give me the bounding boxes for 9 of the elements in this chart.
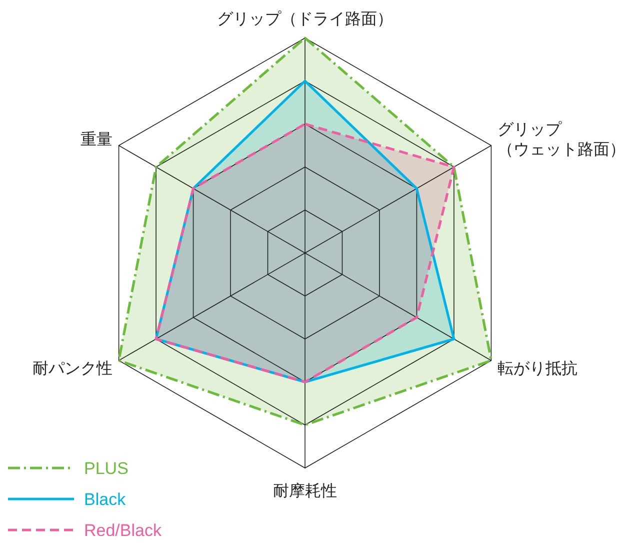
spoke-label: 耐摩耗性: [273, 482, 337, 500]
spoke-label: グリップ（ウェット路面）: [497, 120, 626, 158]
legend-label: Black: [84, 490, 126, 509]
legend-label: PLUS: [84, 459, 128, 478]
spoke-label: 転がり抵抗: [497, 360, 578, 378]
spoke-label: 耐パンク性: [32, 360, 113, 378]
spoke-label: 重量: [80, 130, 113, 148]
legend-label: Red/Black: [84, 521, 162, 540]
spoke-label: グリップ（ドライ路面）: [217, 10, 393, 28]
